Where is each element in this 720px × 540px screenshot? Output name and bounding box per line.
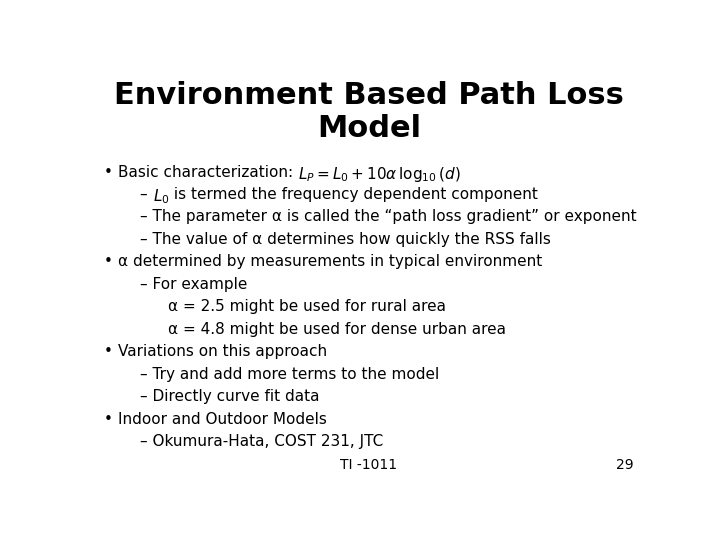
Text: Basic characterization:: Basic characterization: xyxy=(118,165,298,180)
Text: α = 2.5 might be used for rural area: α = 2.5 might be used for rural area xyxy=(168,299,446,314)
Text: α = 4.8 might be used for dense urban area: α = 4.8 might be used for dense urban ar… xyxy=(168,322,506,337)
Text: –: – xyxy=(140,187,153,202)
Text: – Directly curve fit data: – Directly curve fit data xyxy=(140,389,320,404)
Text: is termed the frequency dependent component: is termed the frequency dependent compon… xyxy=(169,187,539,202)
Text: – The parameter α is called the “path loss gradient” or exponent: – The parameter α is called the “path lo… xyxy=(140,210,637,225)
Text: Indoor and Outdoor Models: Indoor and Outdoor Models xyxy=(118,411,327,427)
Text: Variations on this approach: Variations on this approach xyxy=(118,344,327,359)
Text: – Okumura-Hata, COST 231, JTC: – Okumura-Hata, COST 231, JTC xyxy=(140,434,384,449)
Text: – The value of α determines how quickly the RSS falls: – The value of α determines how quickly … xyxy=(140,232,551,247)
Text: $L_0$: $L_0$ xyxy=(153,187,169,206)
Text: α determined by measurements in typical environment: α determined by measurements in typical … xyxy=(118,254,542,269)
Text: 29: 29 xyxy=(616,458,634,472)
Text: Environment Based Path Loss
Model: Environment Based Path Loss Model xyxy=(114,82,624,143)
Text: – Try and add more terms to the model: – Try and add more terms to the model xyxy=(140,367,439,382)
Text: •: • xyxy=(104,254,113,269)
Text: TI -1011: TI -1011 xyxy=(341,458,397,472)
Text: $L_P = L_0 + 10\alpha\,\log_{10}(d)$: $L_P = L_0 + 10\alpha\,\log_{10}(d)$ xyxy=(298,165,461,184)
Text: •: • xyxy=(104,165,113,180)
Text: •: • xyxy=(104,344,113,359)
Text: •: • xyxy=(104,411,113,427)
Text: – For example: – For example xyxy=(140,277,248,292)
